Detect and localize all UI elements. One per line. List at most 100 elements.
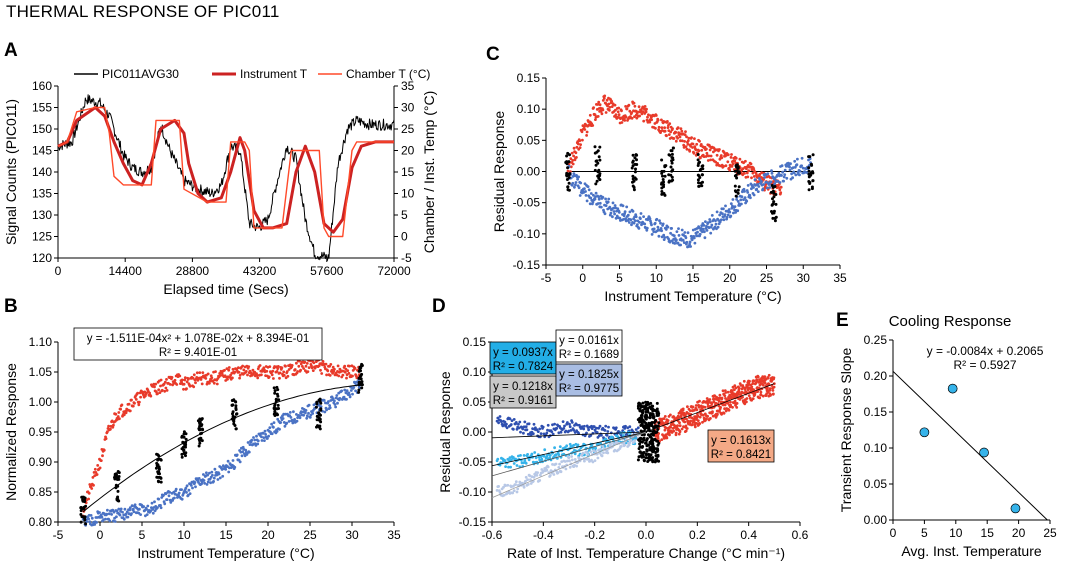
data-point-transitions bbox=[357, 381, 361, 385]
data-point-warming bbox=[772, 392, 775, 396]
data-point-cooling-1 bbox=[595, 426, 598, 430]
data-point-cooling bbox=[783, 173, 787, 177]
data-point-cooling bbox=[594, 191, 598, 195]
data-point-cooling-1 bbox=[582, 427, 586, 431]
data-point-cooling-3 bbox=[554, 462, 558, 466]
data-point-transitions bbox=[593, 151, 597, 155]
data-point-warming bbox=[260, 373, 263, 377]
data-point-warming bbox=[685, 417, 688, 421]
trendline bbox=[645, 383, 775, 433]
data-point-warming bbox=[192, 385, 196, 389]
data-point-cooling bbox=[634, 215, 638, 219]
data-point-cooling bbox=[752, 193, 756, 197]
data-point-warming bbox=[728, 168, 732, 172]
data-point-warming bbox=[718, 148, 721, 151]
data-point-transitions bbox=[811, 179, 815, 183]
data-point-cooling bbox=[668, 240, 672, 244]
data-point-warming bbox=[666, 419, 670, 422]
data-point-cooling bbox=[352, 386, 356, 389]
data-point-warming bbox=[116, 415, 120, 418]
data-point-cooling bbox=[270, 432, 274, 436]
data-point-cooling bbox=[211, 473, 214, 477]
data-point-cooling bbox=[333, 403, 337, 406]
x-axis-title: Rate of Inst. Temperature Change (°C min… bbox=[507, 545, 785, 561]
data-point-warming bbox=[744, 159, 747, 163]
data-point-warming bbox=[578, 139, 582, 143]
data-point-cooling-1 bbox=[550, 430, 554, 434]
fit-label-d-text: y = 0.1613x bbox=[711, 435, 771, 447]
data-point-cooling bbox=[218, 476, 222, 480]
data-point-warming bbox=[752, 379, 756, 383]
data-point-cooling-3 bbox=[548, 474, 552, 477]
data-point-cooling bbox=[639, 212, 643, 215]
data-point-warming bbox=[583, 128, 587, 131]
data-point-cooling bbox=[227, 470, 231, 474]
data-point-cooling bbox=[691, 228, 695, 232]
data-point-cooling bbox=[598, 201, 602, 205]
data-point-cooling-3 bbox=[568, 465, 572, 469]
data-point-warming bbox=[163, 389, 167, 393]
trendline bbox=[491, 431, 647, 439]
data-point-transitions bbox=[810, 185, 814, 189]
data-point-cooling-3 bbox=[602, 451, 605, 455]
data-point-cooling bbox=[125, 510, 129, 514]
data-point-transitions bbox=[662, 192, 666, 196]
data-point-warming bbox=[723, 407, 726, 411]
data-point-warming bbox=[699, 156, 702, 160]
data-point-cooling bbox=[622, 218, 625, 221]
data-point-transitions bbox=[568, 153, 571, 157]
data-point-cooling bbox=[689, 245, 692, 248]
data-point-warming bbox=[684, 130, 687, 134]
x-tick-label: 5 bbox=[139, 528, 146, 542]
data-point-warming bbox=[720, 396, 724, 400]
data-point-warming bbox=[677, 416, 681, 420]
data-point-cooling bbox=[573, 185, 576, 189]
data-point-cooling bbox=[653, 221, 657, 225]
data-point-cooling bbox=[625, 205, 629, 209]
data-point-cooling bbox=[732, 211, 735, 215]
data-point-warming bbox=[268, 365, 272, 368]
data-point-cooling bbox=[677, 227, 680, 231]
data-point-cooling-1 bbox=[585, 431, 588, 435]
data-point-transitions bbox=[593, 168, 597, 172]
data-point-cooling bbox=[746, 184, 750, 187]
data-point-cooling bbox=[180, 497, 184, 501]
data-point-warming bbox=[714, 401, 718, 405]
data-point-warming bbox=[762, 383, 765, 387]
data-point-warming bbox=[636, 110, 640, 114]
data-point-warming bbox=[698, 139, 701, 143]
data-point-steady bbox=[643, 427, 647, 431]
data-point-warming bbox=[779, 191, 783, 195]
data-point-transitions bbox=[734, 190, 738, 194]
data-point-warming bbox=[606, 104, 609, 108]
data-point-cooling bbox=[272, 421, 276, 424]
data-point-cooling bbox=[128, 508, 132, 512]
data-point-cooling-3 bbox=[528, 474, 532, 478]
data-point-cooling-3 bbox=[536, 471, 539, 474]
data-point-cooling bbox=[85, 520, 89, 523]
data-point-cooling bbox=[721, 212, 724, 216]
data-point-cooling-1 bbox=[623, 427, 627, 430]
equation-e: R² = 0.5927 bbox=[953, 358, 1016, 372]
data-point-cooling bbox=[617, 211, 621, 214]
data-point-cooling bbox=[604, 197, 607, 201]
data-point-warming bbox=[165, 389, 169, 392]
data-point-cooling bbox=[733, 205, 737, 209]
data-point-warming bbox=[731, 162, 735, 166]
data-point-cooling bbox=[597, 197, 601, 201]
data-point-warming bbox=[766, 386, 769, 390]
data-point-cooling bbox=[659, 221, 662, 225]
data-point-cooling bbox=[194, 485, 197, 489]
data-point-warming bbox=[183, 376, 187, 379]
data-point-warming bbox=[656, 434, 660, 438]
data-point-cooling bbox=[696, 230, 699, 234]
data-point-cooling bbox=[697, 226, 701, 230]
data-point-warming bbox=[575, 145, 579, 149]
y-axis-title: Signal Counts (PIC011) bbox=[3, 99, 19, 245]
x-axis-title: Elapsed time (Secs) bbox=[163, 281, 288, 297]
data-point-transitions bbox=[661, 178, 665, 181]
data-point-warming bbox=[247, 365, 251, 368]
data-point-cooling bbox=[705, 229, 709, 232]
data-point-warming bbox=[684, 145, 688, 149]
data-point-cooling bbox=[205, 483, 209, 486]
